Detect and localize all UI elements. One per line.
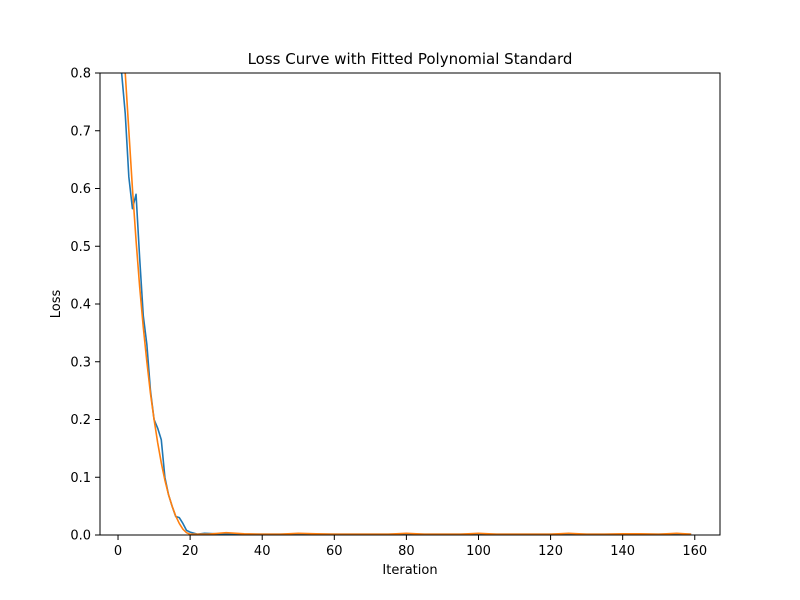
- y-tick-label: 0.1: [70, 471, 91, 486]
- y-axis-label: Loss: [49, 290, 64, 319]
- plot-background: [100, 73, 720, 535]
- y-tick-label: 0.4: [70, 298, 91, 313]
- y-axis-ticks: 0.0 0.1 0.2 0.3 0.4 0.5 0.6 0.7 0.8: [70, 67, 100, 544]
- series-layer: [120, 72, 692, 536]
- x-tick-label: 120: [538, 544, 563, 559]
- x-axis-label: Iteration: [382, 563, 437, 578]
- x-tick-label: 20: [182, 544, 199, 559]
- series-line-2: [124, 72, 692, 536]
- x-tick-label: 60: [326, 544, 343, 559]
- y-tick-label: 0.0: [70, 529, 91, 544]
- y-tick-label: 0.5: [70, 240, 91, 255]
- x-tick-label: 100: [466, 544, 491, 559]
- y-tick-label: 0.3: [70, 355, 91, 370]
- x-axis-ticks: 0 20 40 60 80 100 120 140 160: [114, 535, 707, 559]
- y-tick-label: 0.7: [70, 124, 91, 139]
- x-tick-label: 140: [610, 544, 635, 559]
- x-tick-label: 160: [682, 544, 707, 559]
- y-tick-label: 0.8: [70, 67, 91, 82]
- y-tick-label: 0.6: [70, 182, 91, 197]
- x-tick-label: 40: [254, 544, 271, 559]
- y-tick-label: 0.2: [70, 413, 91, 428]
- x-tick-label: 0: [114, 544, 122, 559]
- plot-area: [99, 72, 721, 536]
- chart-title: Loss Curve with Fitted Polynomial Standa…: [248, 50, 573, 68]
- x-tick-label: 80: [398, 544, 415, 559]
